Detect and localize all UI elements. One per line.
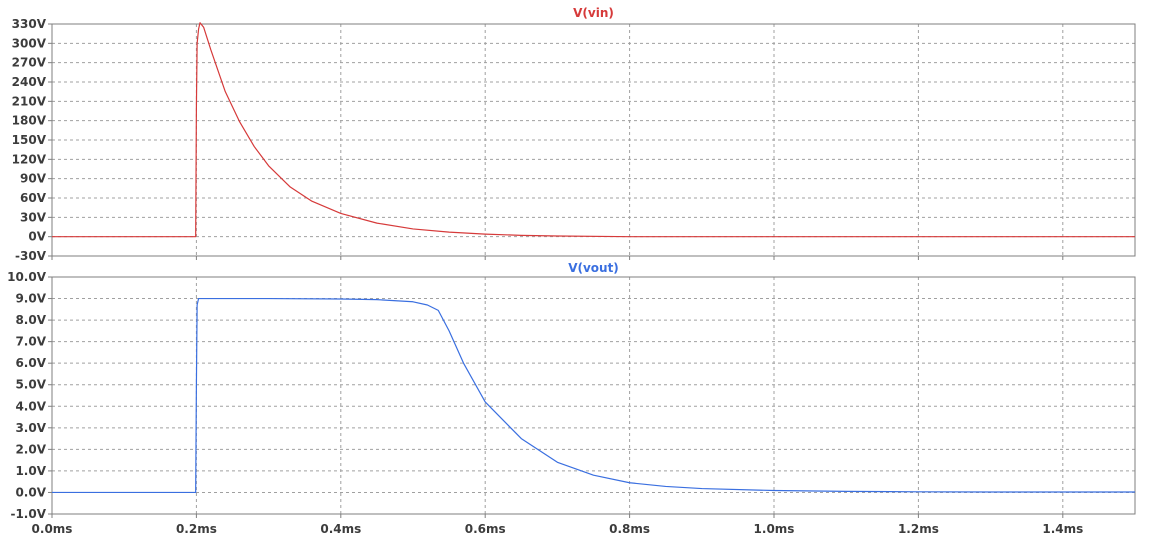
y-tick-label: 90V [20, 172, 47, 186]
x-tick-label: 0.4ms [320, 522, 361, 536]
x-tick-label: 0.8ms [609, 522, 650, 536]
trace-title: V(vin) [573, 6, 614, 20]
vin-pane: -30V 0V 30V 60V 90V 120V 150V 180V 210V 240V 270V 3… [12, 6, 1136, 263]
y-tick-label: 1.0V [15, 464, 46, 478]
y-tick-label: -1.0V [10, 507, 46, 521]
y-tick-label: 5.0V [15, 378, 46, 392]
vout-pane: -1.0V 0.0V 1.0V 2.0V 3.0V 4.0V 5.0V 6.0V 7.0V 8.0… [7, 261, 1136, 536]
y-tick-label: 210V [12, 94, 47, 108]
x-tick-label: 0.2ms [176, 522, 217, 536]
x-tick-label: 1.4ms [1042, 522, 1083, 536]
trace-line [52, 22, 1135, 238]
y-tick-label: 180V [12, 114, 47, 128]
y-tick-label: 330V [12, 17, 47, 31]
y-tick-label: 120V [12, 152, 47, 166]
y-tick-label: 0.0V [15, 485, 46, 499]
y-tick-label: 7.0V [15, 335, 46, 349]
x-tick-label: 0.6ms [465, 522, 506, 536]
y-tick-label: 0V [28, 230, 46, 244]
y-tick-label: 240V [12, 75, 47, 89]
y-tick-label: 6.0V [15, 356, 46, 370]
y-tick-label: 3.0V [15, 421, 46, 435]
x-tick-label: 1.0ms [754, 522, 795, 536]
y-tick-label: 150V [12, 133, 47, 147]
x-tick-label: 1.2ms [898, 522, 939, 536]
trace-title: V(vout) [568, 261, 619, 275]
y-tick-label: 300V [12, 36, 47, 50]
y-tick-label: 2.0V [15, 442, 46, 456]
plot-frame [51, 276, 1136, 515]
y-tick-label: 4.0V [15, 399, 46, 413]
y-tick-label: 30V [20, 210, 47, 224]
y-tick-label: 60V [20, 191, 47, 205]
y-tick-label: 9.0V [15, 292, 46, 306]
y-tick-label: 270V [12, 56, 47, 70]
y-tick-label: 10.0V [7, 270, 47, 284]
y-tick-label: -30V [15, 249, 47, 263]
y-tick-label: 8.0V [15, 313, 46, 327]
x-tick-label: 0.0ms [32, 522, 73, 536]
plot-frame [51, 23, 1136, 257]
trace-line [52, 297, 1135, 494]
